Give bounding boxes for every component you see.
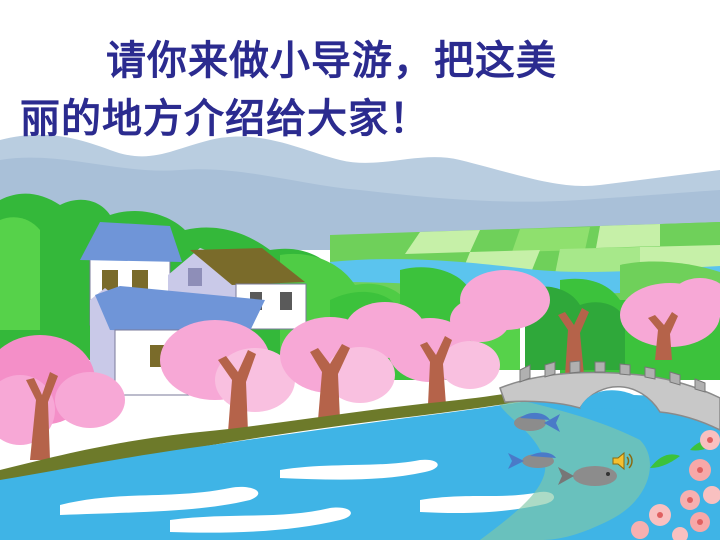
page-title: 请你来做小导游，把这美 丽的地方介绍给大家！ [20,32,700,148]
title-line-2: 丽的地方介绍给大家！ [20,96,430,142]
tree-trunks [26,308,678,460]
stone-bridge [499,360,720,431]
title-line-1: 请你来做小导游，把这美 [106,38,557,84]
flower-sprigs [631,430,720,540]
riverbank [0,388,545,482]
speaker-icon[interactable] [610,450,634,472]
fish-group [508,412,617,486]
